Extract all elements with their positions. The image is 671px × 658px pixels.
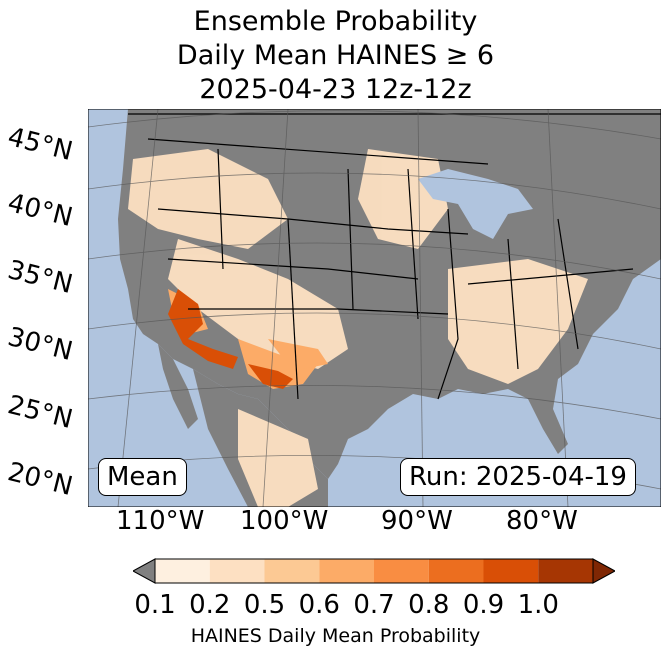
probability-highest bbox=[168, 289, 293, 389]
graticule bbox=[88, 109, 661, 507]
lat-label-35: 35°N bbox=[4, 255, 76, 300]
land-baja bbox=[158, 344, 198, 429]
colorbar-tick-label: 0.9 bbox=[462, 590, 505, 620]
title-line-3: 2025-04-23 12z-12z bbox=[199, 74, 472, 105]
colorbar-segment bbox=[538, 559, 593, 583]
lon-label-110w: 110°W bbox=[116, 506, 205, 536]
colorbar-tick-label: 0.8 bbox=[408, 590, 450, 620]
colorbar-under-arrow bbox=[133, 558, 156, 584]
colorbar-tick-label: 0.2 bbox=[189, 590, 231, 620]
colorbar-segment bbox=[264, 559, 320, 583]
lat-label-45: 45°N bbox=[4, 122, 76, 167]
mean-label-box: Mean bbox=[98, 458, 187, 496]
title-line-1: Ensemble Probability bbox=[193, 6, 478, 37]
lat-label-30: 30°N bbox=[4, 322, 76, 367]
colorbar-segment bbox=[374, 559, 429, 583]
colorbar-tick-label: 0.1 bbox=[134, 590, 176, 620]
colorbar-segment bbox=[209, 559, 265, 583]
lon-label-80w: 80°W bbox=[506, 506, 578, 536]
colorbar-segment bbox=[483, 559, 539, 583]
colorbar-segment bbox=[155, 559, 210, 583]
title-line-2: Daily Mean HAINES ≥ 6 bbox=[176, 40, 495, 71]
colorbar-tick-label: 1.0 bbox=[517, 590, 559, 620]
colorbar-tick-label: 0.7 bbox=[353, 590, 395, 620]
colorbar-tick-label: 0.6 bbox=[298, 590, 340, 620]
lat-label-25: 25°N bbox=[4, 390, 76, 435]
colorbar-segment bbox=[428, 559, 484, 583]
colorbar-label: HAINES Daily Mean Probability bbox=[190, 625, 481, 647]
state-borders bbox=[128, 113, 661, 400]
colorbar-over-arrow bbox=[592, 558, 615, 584]
colorbar-segment bbox=[319, 559, 374, 583]
lon-label-90w: 90°W bbox=[381, 506, 453, 536]
lon-label-100w: 100°W bbox=[240, 506, 329, 536]
lat-label-20: 20°N bbox=[4, 457, 76, 502]
lat-label-40: 40°N bbox=[4, 188, 76, 233]
great-lakes bbox=[418, 169, 533, 239]
run-date-box: Run: 2025-04-19 bbox=[400, 458, 636, 496]
colorbar-tick-label: 0.5 bbox=[243, 590, 286, 620]
map-panel bbox=[88, 109, 661, 507]
colorbar bbox=[133, 558, 615, 584]
